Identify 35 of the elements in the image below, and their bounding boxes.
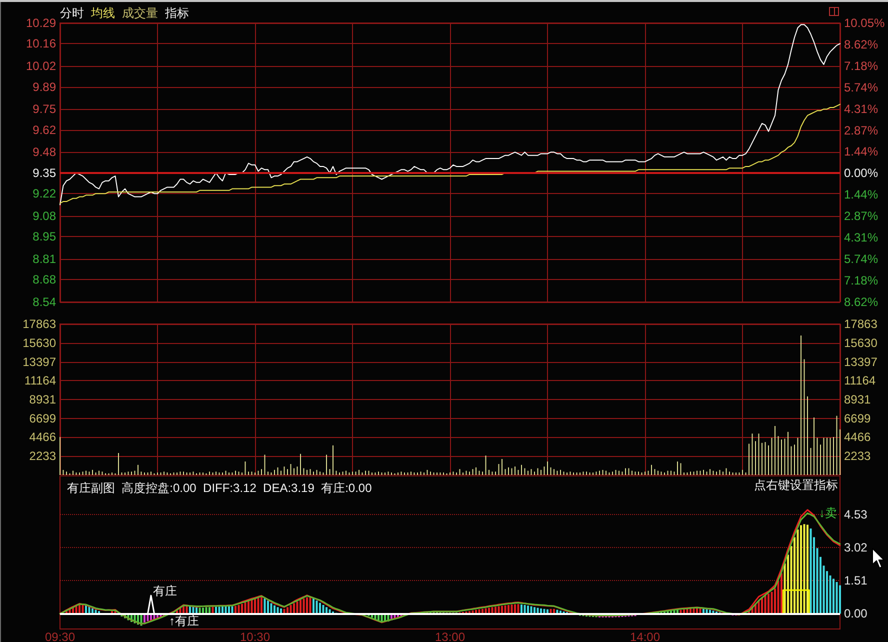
y-tick-label: 8931	[29, 392, 56, 407]
y-tick-label: 10.02	[26, 59, 56, 74]
y-tick-label: 0.00	[844, 606, 868, 621]
y-tick-label: 15630	[22, 336, 56, 350]
y-tick-label: 1.51	[844, 574, 868, 588]
annotation: ↓卖	[819, 506, 837, 520]
x-tick-label: 10:30	[240, 630, 270, 642]
y-tick-label: 13397	[22, 354, 56, 369]
x-tick-label: 14:00	[630, 630, 660, 642]
y-tick-label: 2233	[29, 449, 56, 464]
x-tick-label: 09:30	[44, 630, 76, 642]
annotation: 点右键设置指标	[754, 478, 838, 492]
y-tick-label: 9.89	[32, 80, 56, 94]
y-tick-label: 9.62	[32, 122, 56, 137]
y-tick-label: 8.81	[32, 252, 56, 266]
y-tick-label: 8.54	[32, 295, 56, 309]
y-tick-label: 11164	[24, 374, 56, 388]
y-tick-label: 6699	[29, 411, 56, 426]
y-tick-label: 9.48	[32, 145, 56, 160]
text: 有庄副图 高度控盘:0.00 DIFF:3.12 DEA:3.19 有庄:0.00	[67, 481, 372, 495]
annotation: 有庄	[153, 584, 177, 598]
x-tick-label: 13:00	[434, 630, 466, 642]
y-tick-label: 4466	[29, 430, 56, 444]
annotation: ↑有庄	[169, 614, 199, 628]
y-tick-label: 8.68	[32, 272, 56, 287]
y-tick-label: 10.29	[26, 16, 56, 30]
y-tick-label: 17863	[22, 317, 56, 331]
y-tick-label: 9.75	[32, 102, 56, 116]
y-tick-label: 10.16	[26, 36, 56, 51]
y-tick-label: 4.53	[844, 508, 868, 522]
y-tick-label: 9.22	[32, 186, 56, 201]
y-tick-label: 9.08	[32, 208, 56, 223]
y-tick-label: 8.95	[32, 230, 56, 244]
y-tick-label: 3.02	[844, 540, 868, 555]
y-tick-label: 9.35	[32, 166, 56, 180]
